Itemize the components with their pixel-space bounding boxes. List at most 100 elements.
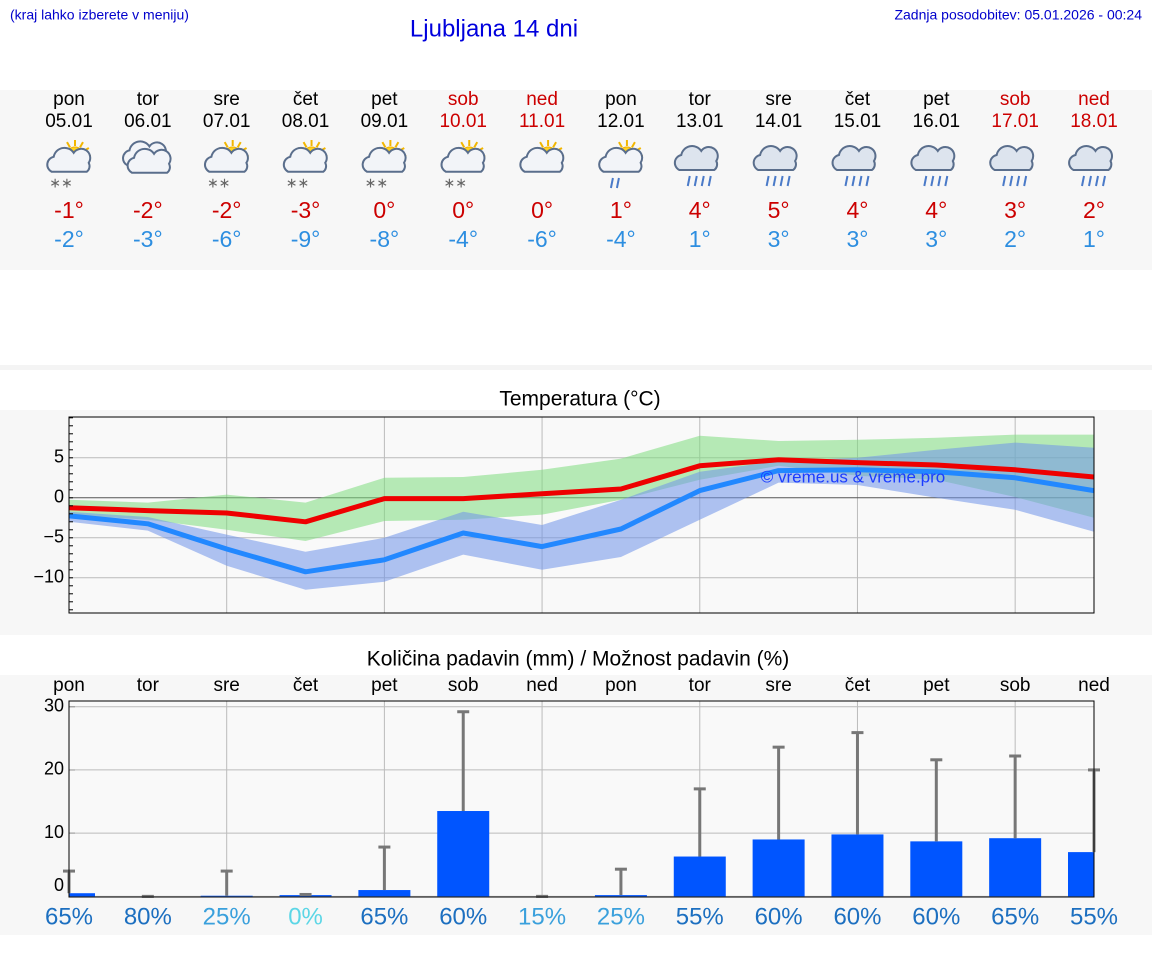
sun-ray xyxy=(66,141,71,148)
date: 05.01 xyxy=(45,111,93,132)
snow: ∗∗ xyxy=(207,175,230,191)
rain-drop xyxy=(1009,175,1014,187)
day-name: pon xyxy=(53,89,85,110)
temp-high: 1° xyxy=(610,197,632,223)
chance-label: 60% xyxy=(912,903,960,930)
sun-ray xyxy=(315,141,321,148)
temp-high: 4° xyxy=(846,197,868,223)
snow: ∗∗ xyxy=(286,175,309,191)
sun-ray xyxy=(223,141,229,148)
day-name: tor xyxy=(689,89,712,110)
forecast-panel xyxy=(0,90,1152,270)
rain-drop xyxy=(1023,175,1028,187)
date: 10.01 xyxy=(439,111,487,132)
date: 16.01 xyxy=(913,111,961,132)
x-tick-label: tor xyxy=(137,675,160,696)
rain-drop xyxy=(1095,175,1099,187)
plot-frame xyxy=(68,700,1095,898)
snow: ∗∗ xyxy=(49,175,72,191)
sun-ray xyxy=(473,141,479,148)
rain-drop xyxy=(707,175,712,187)
x-tick-label: sob xyxy=(448,675,479,696)
day-name: pet xyxy=(923,89,950,110)
date: 15.01 xyxy=(834,111,882,132)
chart-title: Temperatura (°C) xyxy=(499,388,660,411)
rain-drop xyxy=(937,175,942,187)
x-tick-label: pet xyxy=(923,675,950,696)
cloud xyxy=(282,146,328,173)
bar xyxy=(1068,852,1094,897)
rain-drop xyxy=(844,175,849,187)
plot-clip xyxy=(69,434,1094,590)
rain-drop xyxy=(693,175,698,187)
temp-high: -2° xyxy=(212,197,242,223)
temp-low: -3° xyxy=(133,226,163,252)
rain-drop xyxy=(686,175,691,187)
weather-icon xyxy=(519,140,565,173)
chance-label: 55% xyxy=(1070,903,1118,930)
page-title: Ljubljana 14 dni xyxy=(410,15,578,42)
temp-high: 2° xyxy=(1083,197,1105,223)
weather-icon xyxy=(989,145,1035,187)
rain-drop xyxy=(1016,175,1021,187)
sun-ray xyxy=(552,141,557,148)
temp-high: 4° xyxy=(689,197,711,223)
bar xyxy=(358,890,411,897)
date: 17.01 xyxy=(991,111,1039,132)
day-name: ned xyxy=(526,89,558,110)
rain-drop xyxy=(1102,175,1106,187)
rain-drop xyxy=(1081,175,1085,187)
cloud xyxy=(1068,145,1113,171)
day-name: pon xyxy=(605,89,637,110)
chance-label: 65% xyxy=(991,903,1039,930)
date: 18.01 xyxy=(1070,111,1118,132)
watermark: © vreme.us & vreme.pro xyxy=(761,467,945,486)
snow: ∗∗ xyxy=(365,175,388,191)
temp-high: 0° xyxy=(452,197,474,223)
temp-low: -6° xyxy=(212,226,242,252)
bar xyxy=(69,893,95,897)
cloud xyxy=(598,146,644,173)
date: 13.01 xyxy=(676,111,724,132)
chance-label: 60% xyxy=(755,903,803,930)
temp-low: -6° xyxy=(527,226,557,252)
x-tick-label: pet xyxy=(371,675,398,696)
bar xyxy=(910,841,963,897)
y-tick-label: 30 xyxy=(44,695,64,715)
menu-hint[interactable]: (kraj lahko izberete v meniju) xyxy=(10,7,189,23)
cloud xyxy=(126,147,172,174)
date: 11.01 xyxy=(519,111,565,132)
temp-high: -2° xyxy=(133,197,163,223)
update-time: Zadnja posodobitev: 05.01.2026 - 00:24 xyxy=(894,7,1142,23)
rain-drop xyxy=(923,175,928,187)
temp-low: -4° xyxy=(448,226,478,252)
snow: ∗∗ xyxy=(443,175,466,191)
day-name: tor xyxy=(137,89,160,110)
chance-label: 65% xyxy=(360,903,408,930)
x-tick-label: tor xyxy=(689,675,712,696)
rain-drop xyxy=(786,175,791,187)
weather-icon: ∗∗ xyxy=(203,140,249,191)
chart-title: Količina padavin (mm) / Možnost padavin … xyxy=(367,648,790,671)
x-tick-label: čet xyxy=(293,675,319,696)
x-tick-label: pon xyxy=(53,675,85,696)
rain-drop xyxy=(700,175,705,187)
bar xyxy=(831,834,884,897)
weather-icon xyxy=(831,145,877,187)
bar xyxy=(437,811,490,897)
temp-high: -3° xyxy=(291,197,321,223)
weather-icon xyxy=(1068,145,1113,187)
cloud xyxy=(752,145,798,171)
weather-icon xyxy=(752,145,798,187)
cloud xyxy=(440,146,486,173)
rain-drop xyxy=(1088,175,1092,187)
chance-label: 0% xyxy=(288,903,323,930)
day-name: sre xyxy=(213,89,239,110)
chance-label: 55% xyxy=(676,903,724,930)
cloud xyxy=(910,145,956,171)
x-tick-label: sre xyxy=(213,675,239,696)
weather-icon xyxy=(910,145,956,187)
chance-label: 25% xyxy=(597,903,645,930)
chance-label: 15% xyxy=(518,903,566,930)
